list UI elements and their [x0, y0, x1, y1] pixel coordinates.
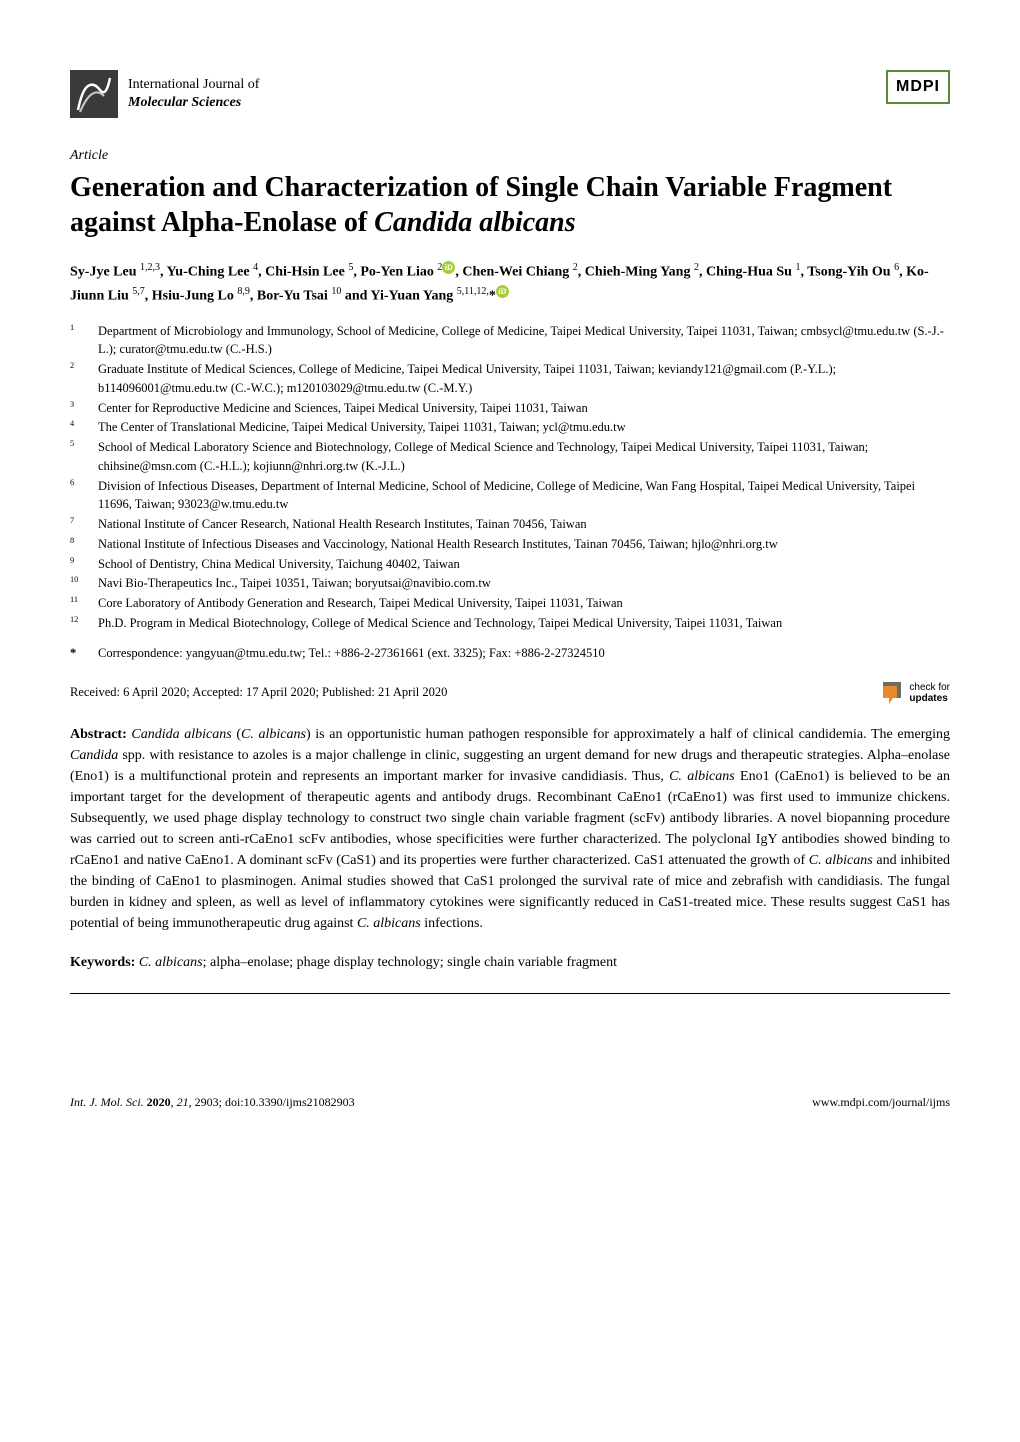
- affiliation-row: 10 Navi Bio-Therapeutics Inc., Taipei 103…: [70, 574, 950, 593]
- affiliation-number: 1: [70, 322, 84, 360]
- affiliation-number: 9: [70, 555, 84, 574]
- updates-icon: [879, 680, 905, 706]
- journal-icon: [70, 70, 118, 118]
- affiliation-number: 12: [70, 614, 84, 633]
- affiliation-number: 2: [70, 360, 84, 398]
- affiliation-row: 1 Department of Microbiology and Immunolo…: [70, 322, 950, 360]
- affiliation-text: School of Dentistry, China Medical Unive…: [98, 555, 950, 574]
- abstract: Abstract: Candida albicans (C. albicans)…: [70, 724, 950, 934]
- affiliation-row: 12 Ph.D. Program in Medical Biotechnology…: [70, 614, 950, 633]
- affiliation-text: Navi Bio-Therapeutics Inc., Taipei 10351…: [98, 574, 950, 593]
- affiliation-text: Ph.D. Program in Medical Biotechnology, …: [98, 614, 950, 633]
- correspondence-star: *: [70, 645, 84, 663]
- affiliation-row: 8 National Institute of Infectious Diseas…: [70, 535, 950, 554]
- updates-line2: updates: [909, 693, 950, 704]
- affiliation-text: The Center of Translational Medicine, Ta…: [98, 418, 950, 437]
- keywords: Keywords: C. albicans; alpha–enolase; ph…: [70, 952, 950, 973]
- affiliation-number: 11: [70, 594, 84, 613]
- page-footer: Int. J. Mol. Sci. 2020, 21, 2903; doi:10…: [70, 1094, 950, 1111]
- affiliation-row: 11 Core Laboratory of Antibody Generation…: [70, 594, 950, 613]
- keywords-label: Keywords:: [70, 955, 135, 970]
- footer-url: www.mdpi.com/journal/ijms: [812, 1094, 950, 1111]
- affiliation-number: 8: [70, 535, 84, 554]
- updates-text: check for updates: [909, 682, 950, 704]
- page-header: International Journal of Molecular Scien…: [70, 70, 950, 118]
- affiliation-number: 10: [70, 574, 84, 593]
- keywords-body: C. albicans; alpha–enolase; phage displa…: [135, 955, 617, 970]
- affiliation-row: 9 School of Dentistry, China Medical Univ…: [70, 555, 950, 574]
- received-dates: Received: 6 April 2020; Accepted: 17 Apr…: [70, 684, 447, 702]
- publisher-logo: MDPI: [886, 70, 950, 104]
- affiliations-list: 1 Department of Microbiology and Immunolo…: [70, 322, 950, 633]
- affiliation-row: 2 Graduate Institute of Medical Sciences,…: [70, 360, 950, 398]
- affiliation-number: 6: [70, 477, 84, 515]
- affiliation-number: 7: [70, 515, 84, 534]
- title-species: Candida albicans: [374, 207, 575, 238]
- article-title: Generation and Characterization of Singl…: [70, 170, 950, 240]
- orcid-icon: iD: [442, 261, 455, 274]
- orcid-icon: iD: [496, 285, 509, 298]
- affiliation-text: Division of Infectious Diseases, Departm…: [98, 477, 950, 515]
- affiliation-text: School of Medical Laboratory Science and…: [98, 438, 950, 476]
- journal-title-text: International Journal of Molecular Scien…: [128, 76, 259, 112]
- journal-logo-block: International Journal of Molecular Scien…: [70, 70, 259, 118]
- abstract-label: Abstract:: [70, 727, 127, 742]
- affiliation-text: National Institute of Infectious Disease…: [98, 535, 950, 554]
- affiliation-row: 3 Center for Reproductive Medicine and Sc…: [70, 399, 950, 418]
- affiliation-number: 4: [70, 418, 84, 437]
- affiliation-text: Center for Reproductive Medicine and Sci…: [98, 399, 950, 418]
- authors-list: Sy-Jye Leu 1,2,3, Yu-Ching Lee 4, Chi-Hs…: [70, 260, 950, 308]
- affiliation-row: 4 The Center of Translational Medicine, T…: [70, 418, 950, 437]
- affiliation-row: 7 National Institute of Cancer Research, …: [70, 515, 950, 534]
- journal-prefix: International Journal of: [128, 76, 259, 94]
- affiliation-number: 5: [70, 438, 84, 476]
- correspondence-text: Correspondence: yangyuan@tmu.edu.tw; Tel…: [98, 645, 605, 663]
- dates-row: Received: 6 April 2020; Accepted: 17 Apr…: [70, 680, 950, 706]
- check-updates-badge[interactable]: check for updates: [879, 680, 950, 706]
- affiliation-row: 6 Division of Infectious Diseases, Depart…: [70, 477, 950, 515]
- divider: [70, 993, 950, 994]
- footer-citation: Int. J. Mol. Sci. 2020, 21, 2903; doi:10…: [70, 1094, 355, 1111]
- article-type-label: Article: [70, 146, 950, 166]
- affiliation-text: Core Laboratory of Antibody Generation a…: [98, 594, 950, 613]
- updates-line1: check for: [909, 682, 950, 693]
- abstract-body: Candida albicans (C. albicans) is an opp…: [70, 727, 950, 931]
- affiliation-text: National Institute of Cancer Research, N…: [98, 515, 950, 534]
- correspondence: * Correspondence: yangyuan@tmu.edu.tw; T…: [70, 645, 950, 663]
- affiliation-text: Graduate Institute of Medical Sciences, …: [98, 360, 950, 398]
- journal-name: Molecular Sciences: [128, 94, 259, 112]
- affiliation-text: Department of Microbiology and Immunolog…: [98, 322, 950, 360]
- affiliation-row: 5 School of Medical Laboratory Science an…: [70, 438, 950, 476]
- affiliation-number: 3: [70, 399, 84, 418]
